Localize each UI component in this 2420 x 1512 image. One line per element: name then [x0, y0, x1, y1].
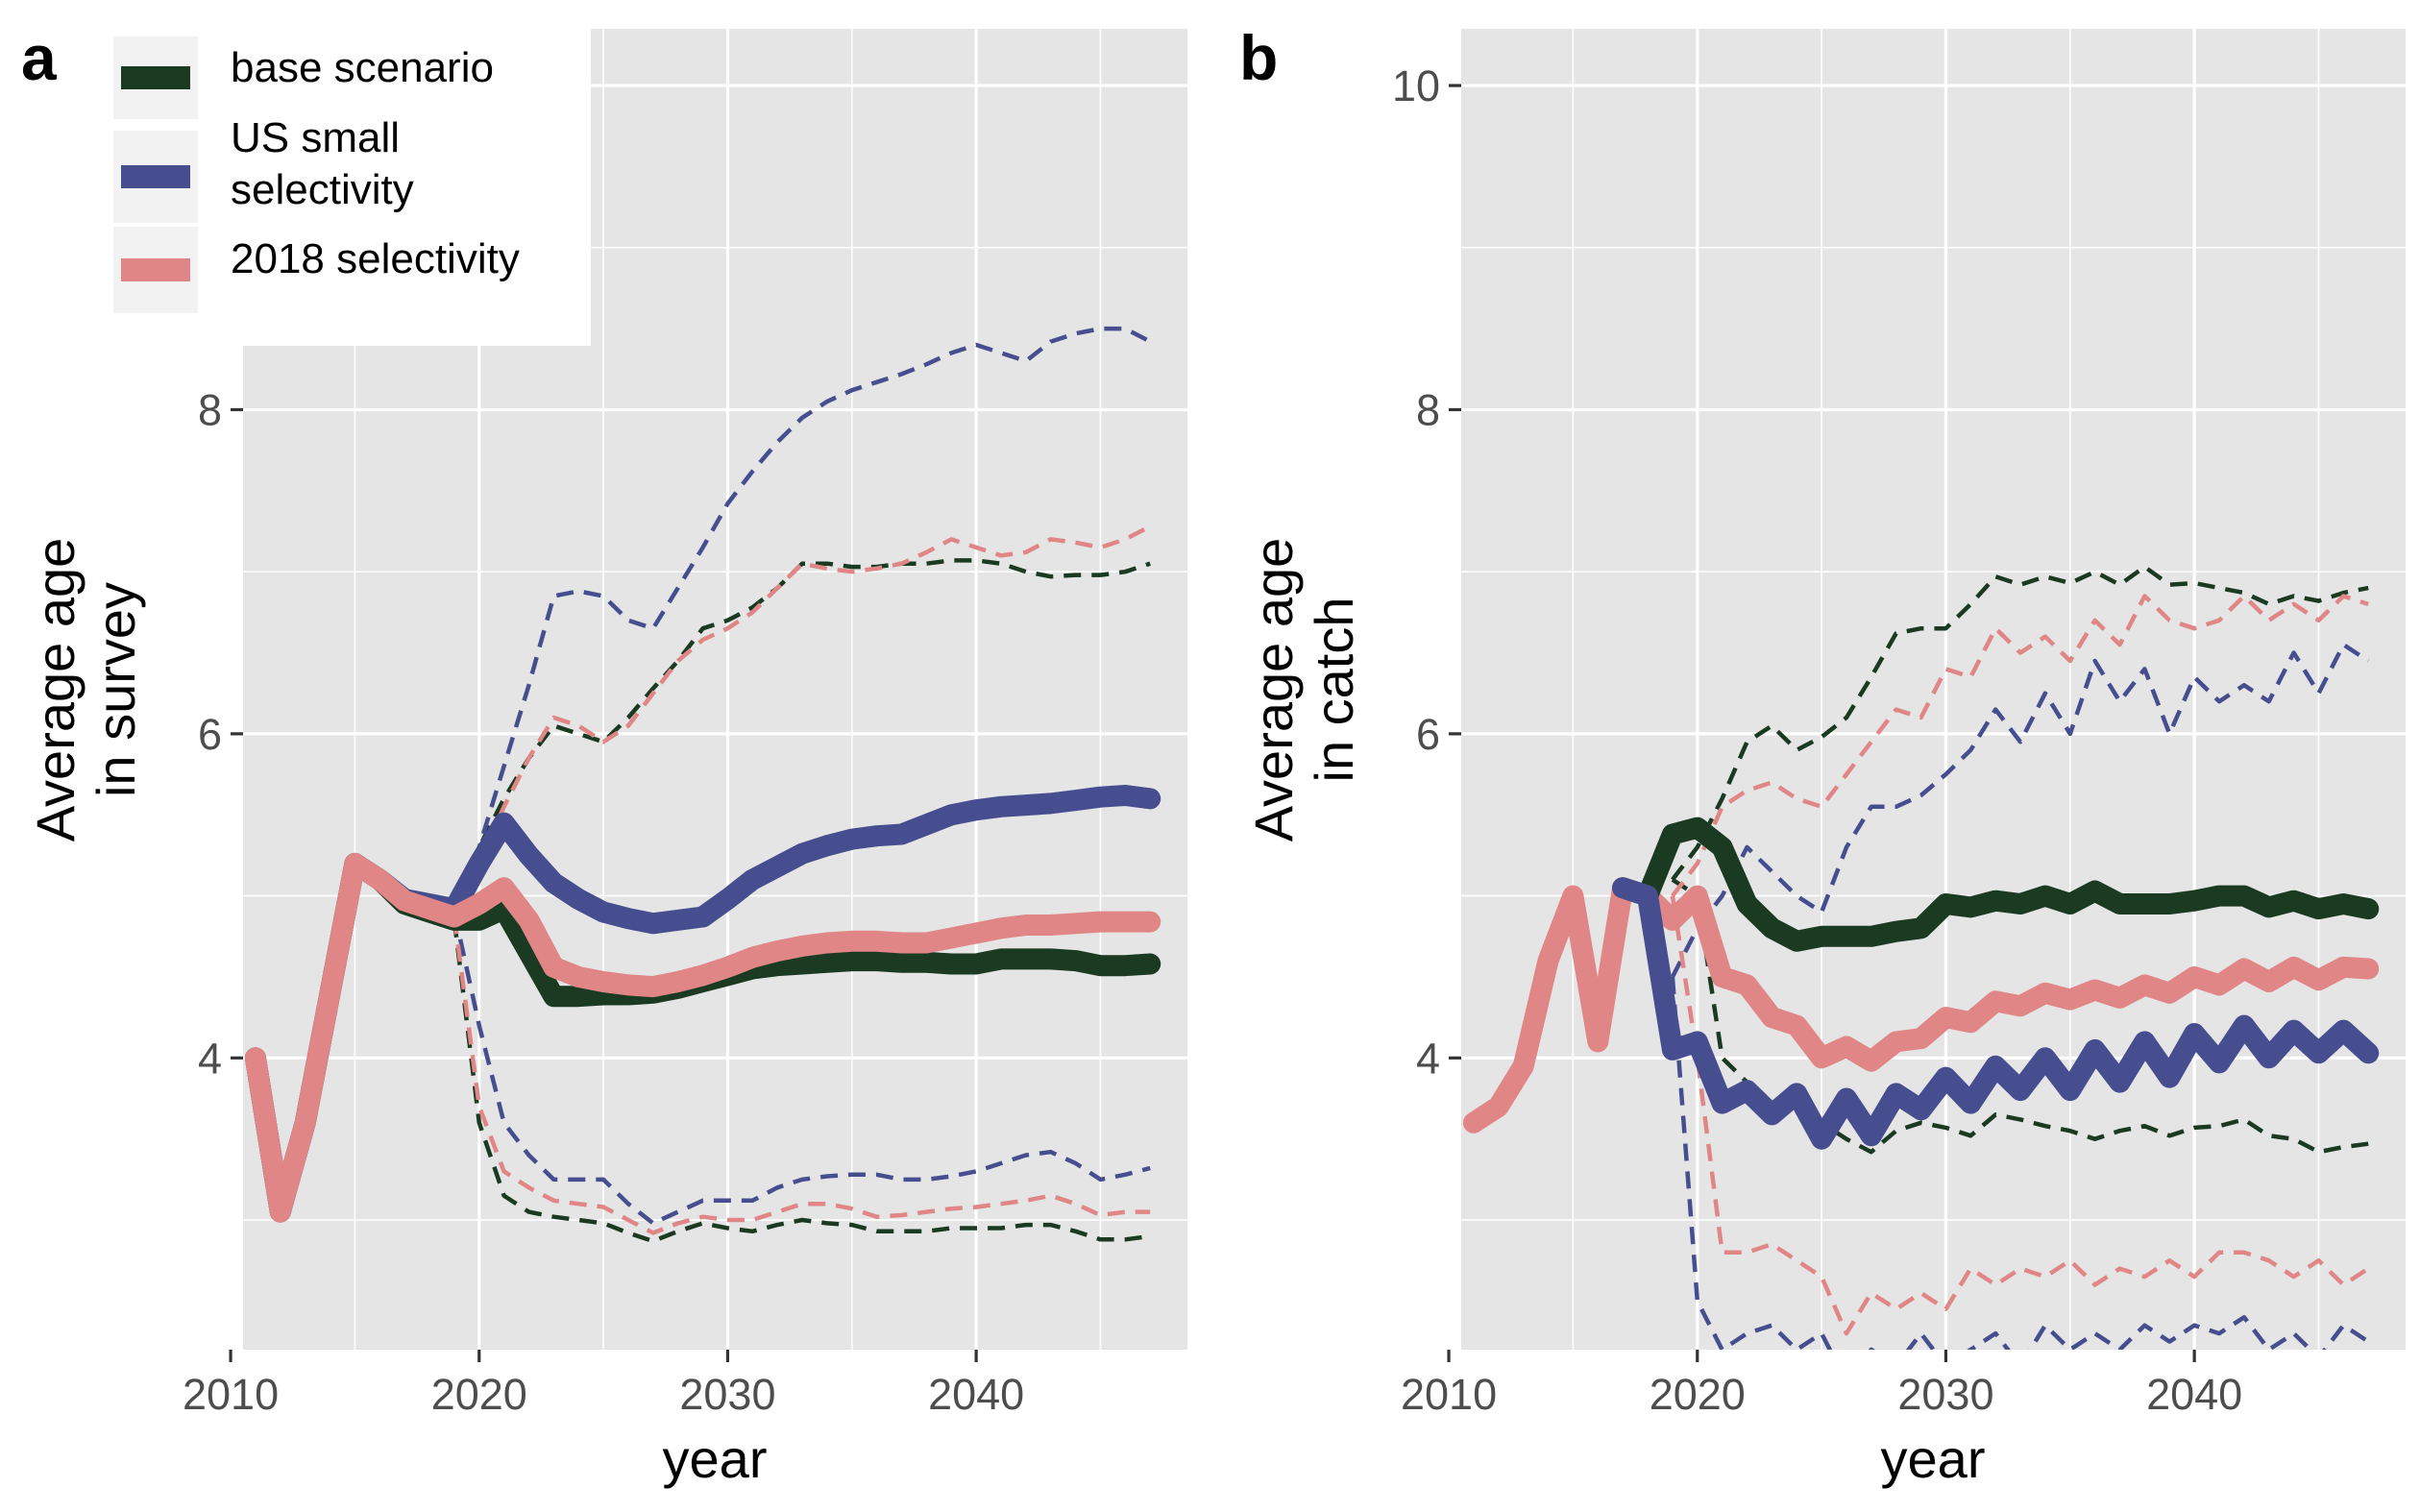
legend-items: base scenario US small selectivity 2018 sel… [113, 37, 520, 313]
panel-b-x-tick-label: 2020 [1650, 1370, 1746, 1419]
panel-a-interval-line-sel2018 [452, 916, 1151, 1235]
panel-a-y-tick-label: 6 [198, 710, 222, 759]
panel-a-median-lines [244, 785, 1161, 1223]
panel-b-y-tick-label: 4 [1416, 1034, 1440, 1083]
panel-a-y-tick-label: 8 [198, 385, 222, 434]
panel-b-x-tick-label: 2010 [1401, 1370, 1497, 1419]
panel-b-interval-line-sel2018 [1670, 895, 2370, 1336]
panel-b-y-axis-title-line2: in catch [1304, 597, 1364, 783]
panel-b-interval-lines [1670, 564, 2370, 1350]
panel-a-median-line-sel2018 [244, 852, 1161, 1223]
panel-b-interval-line-base [1671, 564, 2369, 882]
panel-b-y-tick-label: 10 [1392, 61, 1440, 110]
panel-b-x-tick-label: 2030 [1897, 1370, 1993, 1419]
panel-a-x-tick-label: 2010 [183, 1370, 279, 1419]
legend-label-base: base scenario [231, 44, 494, 91]
panel-b-y-axis-title-line1: Average age [1243, 538, 1304, 842]
panel-a-y-axis-title-line2: in survey [86, 582, 146, 797]
panel-a-interval-line-us_small [452, 326, 1152, 914]
panel-a-y-axis: 4 6 8 [198, 385, 243, 1083]
panel-b-y-tick-label: 6 [1416, 710, 1440, 759]
panel-a-tag: a [21, 22, 58, 93]
panel-b-x-tick-label: 2040 [2146, 1370, 2242, 1419]
panel-a-x-tick-label: 2030 [679, 1370, 775, 1419]
panel-a-interval-line-base [452, 558, 1151, 921]
panel-b-interval-line-sel2018 [1671, 594, 2369, 897]
panel-b-tag: b [1239, 22, 1278, 93]
panel-a-interval-line-us_small [452, 912, 1151, 1226]
panel-b-y-axis: 4 6 8 10 [1392, 61, 1461, 1083]
panel-a-x-axis: 2010 2020 2030 2040 [183, 1350, 1024, 1419]
legend-label-us_small: US small [231, 114, 400, 161]
panel-b-median-line-us_small [1612, 877, 2380, 1150]
panel-b-y-tick-label: 8 [1416, 385, 1440, 434]
panel-b-interval-line-us_small [1670, 642, 2370, 979]
panel-a-interval-line-base [452, 919, 1151, 1244]
panel-a-y-axis-title-line1: Average age [25, 538, 86, 842]
legend-label-us_small: selectivity [231, 166, 414, 213]
panel-a-x-tick-label: 2040 [928, 1370, 1024, 1419]
legend: base scenario US small selectivity 2018 sel… [110, 25, 591, 346]
panel-b-interval-line-us_small [1670, 976, 2370, 1350]
legend-label-sel2018: 2018 selectivity [231, 235, 520, 282]
panel-b-x-axis: 2010 2020 2030 2040 [1401, 1350, 2242, 1419]
panel-a-x-axis-title: year [663, 1428, 768, 1489]
panel-b-median-lines [1462, 817, 2380, 1150]
panel-a-interval-lines [452, 326, 1152, 1244]
panel-a-interval-line-sel2018 [452, 524, 1152, 918]
panel-a-y-tick-label: 4 [198, 1034, 222, 1083]
panel-a-x-tick-label: 2020 [431, 1370, 527, 1419]
panel-b-x-axis-title: year [1881, 1428, 1986, 1489]
panel-b-median-line-base [1612, 817, 2380, 952]
